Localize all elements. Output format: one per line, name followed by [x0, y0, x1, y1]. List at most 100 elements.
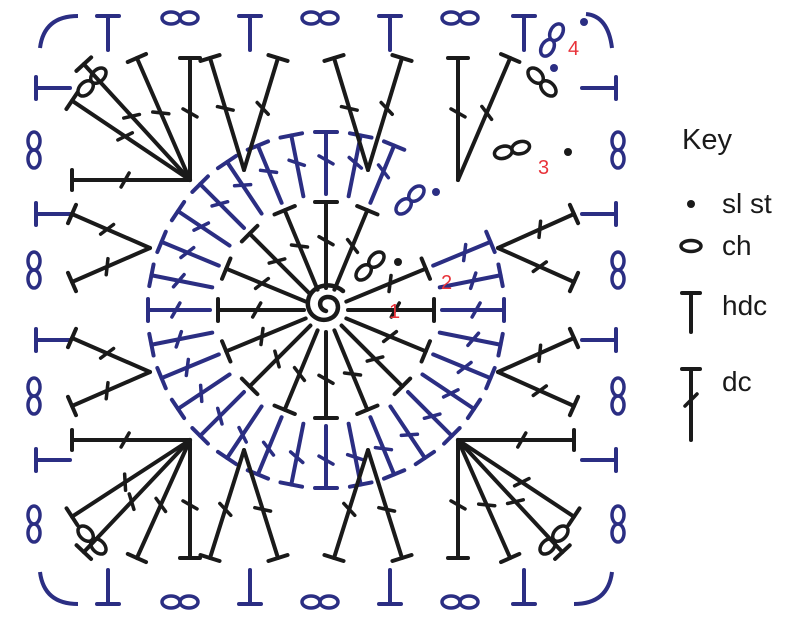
- round-2-dc: [278, 421, 306, 489]
- dot-icon: [687, 200, 695, 208]
- round-3-dc: [125, 438, 192, 565]
- round-4-hdc: [580, 447, 618, 473]
- round-3-start-chain: [492, 139, 532, 161]
- key-label-sl-st: sl st: [722, 188, 772, 219]
- round-2-dc: [313, 130, 339, 196]
- round-4-chain: [26, 376, 42, 416]
- magic-ring-spiral: [305, 283, 346, 323]
- round-4-hdc: [580, 75, 618, 101]
- round-1-dc: [239, 323, 313, 397]
- round-3-dc: [496, 326, 581, 374]
- round-4-border: [26, 10, 626, 610]
- key-item-hdc: hdc: [672, 288, 806, 334]
- round-2-dc: [245, 415, 284, 481]
- round-3-dc: [322, 53, 370, 172]
- corner-chain: [76, 66, 108, 98]
- round-2-dc: [368, 415, 407, 481]
- round-label-3: 3: [538, 157, 549, 179]
- t-bar-slash-icon: [680, 367, 702, 442]
- round-4-hdc: [377, 14, 403, 52]
- corner-arc: [573, 571, 614, 606]
- round-4-chain: [26, 504, 42, 544]
- round-3-dc: [456, 438, 582, 528]
- round-2-dc: [431, 352, 497, 391]
- round-4-hdc: [511, 14, 537, 52]
- round-4-chain: [160, 594, 200, 610]
- key-label-ch: ch: [722, 230, 752, 261]
- round-1-dc: [220, 316, 308, 364]
- round-3-dc: [66, 326, 152, 374]
- round-4-chain: [26, 130, 42, 170]
- t-bar-icon: [680, 291, 702, 334]
- round-2-dc: [431, 229, 497, 268]
- round-3-dc: [446, 56, 470, 182]
- round-label-2: 2: [441, 272, 452, 294]
- round-1-dc: [220, 256, 308, 304]
- round-3-dc: [366, 448, 414, 564]
- round-3-sl-st: [564, 148, 572, 156]
- round-2-dc: [169, 372, 232, 421]
- round-4-chain: [610, 376, 626, 416]
- round-1-dc: [332, 328, 380, 416]
- round-2-dc: [155, 352, 221, 391]
- round-2-sl-st: [432, 188, 440, 196]
- round-4-hdc: [580, 327, 618, 353]
- round-1-dc: [272, 204, 320, 292]
- round-2-dc: [146, 297, 212, 323]
- round-2-dc: [313, 424, 339, 490]
- round-4-chain: [610, 130, 626, 170]
- round-1-dc: [313, 200, 339, 290]
- round-1-dc: [344, 316, 432, 364]
- round-4-sl-st: [550, 64, 558, 72]
- round-2-dc: [147, 329, 215, 358]
- round-2-dc: [278, 131, 307, 199]
- round-4-hdc: [580, 201, 618, 227]
- round-1-dc: [346, 297, 436, 323]
- round-4-chain: [300, 594, 340, 610]
- round-1-dc: [272, 328, 320, 416]
- round-3-dc: [64, 438, 192, 528]
- round-3-dc: [178, 438, 202, 560]
- round-4-chain: [610, 250, 626, 290]
- round-3-dc: [125, 52, 192, 182]
- round-2-dc: [147, 262, 215, 290]
- key-title: Key: [682, 124, 732, 156]
- round-4-hdc: [237, 568, 263, 606]
- round-labels: 1 2 3 4: [389, 38, 579, 323]
- round-3-stitches: [64, 52, 582, 565]
- round-1-dc: [216, 297, 306, 323]
- round-3-dc: [178, 56, 202, 182]
- corner-arc: [585, 12, 614, 49]
- round-1-stitches: [216, 200, 436, 420]
- round-4-hdc: [511, 568, 537, 606]
- round-4-hdc: [34, 75, 72, 101]
- round-4-hdc: [237, 14, 263, 52]
- key-item-sl-st: sl st: [672, 186, 806, 226]
- round-3-dc: [66, 370, 152, 418]
- round-3-dc: [446, 438, 470, 560]
- oval-icon: [679, 238, 703, 254]
- round-4-hdc: [377, 568, 403, 606]
- round-2-dc: [169, 199, 232, 248]
- round-2-dc: [368, 139, 407, 205]
- round-3-dc: [366, 53, 414, 172]
- round-3-dc: [66, 246, 152, 294]
- round-3-dc: [456, 438, 522, 565]
- round-1-dc: [313, 330, 339, 420]
- round-3-dc: [74, 55, 192, 182]
- corner-chain: [76, 524, 108, 556]
- round-4-chain: [440, 594, 480, 610]
- round-4-start-chain: [538, 22, 566, 58]
- round-3-dc: [496, 246, 581, 294]
- round-3-dc: [496, 202, 581, 250]
- round-2-dc: [215, 404, 264, 467]
- corner-arc: [38, 14, 79, 49]
- magic-ring: [305, 283, 346, 323]
- round-2-dc: [155, 229, 221, 268]
- round-2-start-chain: [394, 184, 426, 216]
- round-2-stitches: [146, 130, 506, 490]
- round-1-dc: [332, 204, 380, 292]
- round-1-start-chain: [354, 250, 386, 282]
- round-2-dc: [440, 297, 506, 323]
- corner-chain: [526, 66, 558, 98]
